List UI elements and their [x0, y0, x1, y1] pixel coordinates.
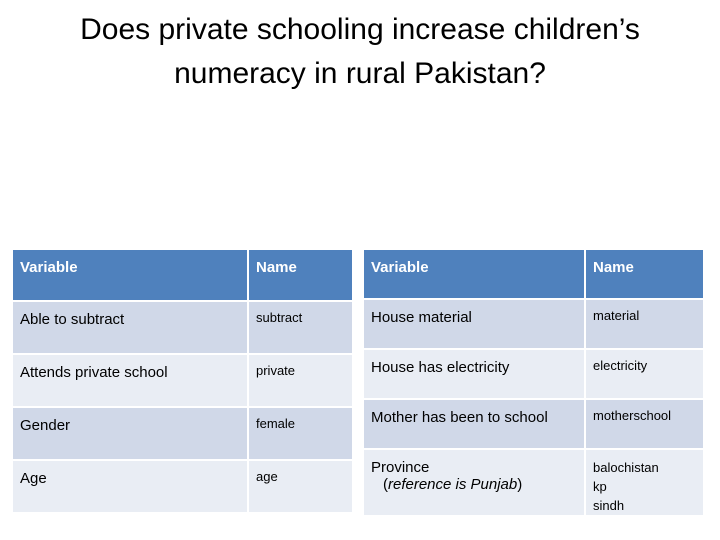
name-cell: age — [248, 460, 352, 514]
name-kp: kp — [593, 479, 607, 494]
variable-cell: Attends private school — [13, 354, 249, 408]
name-cell: electricity — [585, 349, 703, 400]
header-name: Name — [248, 250, 352, 302]
slide-title-line-1: Does private schooling increase children… — [80, 13, 640, 46]
variable-cell: Able to subtract — [13, 301, 249, 355]
name-cell: motherschool — [585, 399, 703, 450]
header-variable: Variable — [364, 250, 586, 300]
header-name: Name — [585, 250, 703, 300]
table-row: Age age — [13, 460, 352, 514]
name-sindh: sindh — [593, 498, 625, 513]
name-balochistan: balochistan — [593, 460, 659, 475]
slide-title: Does private schooling increase children… — [20, 8, 700, 96]
variable-cell: Age — [13, 460, 249, 514]
table-header-row: Variable Name — [13, 250, 352, 302]
name-cell: balochistan kp sindh — [585, 449, 703, 517]
variable-cell: House has electricity — [364, 349, 586, 400]
table-row: Attends private school private — [13, 354, 352, 408]
table-header-row: Variable Name — [364, 250, 703, 300]
name-cell: private — [248, 354, 352, 408]
variable-cell: Gender — [13, 407, 249, 461]
table-row: House material material — [364, 299, 703, 350]
variable-cell: House material — [364, 299, 586, 350]
header-variable: Variable — [13, 250, 249, 302]
variables-table-left: Variable Name Able to subtract subtract … — [13, 250, 352, 514]
table-row: Province (reference is Punjab) balochist… — [364, 449, 703, 517]
variables-table-right: Variable Name House material material Ho… — [364, 250, 703, 517]
variable-cell: Province (reference is Punjab) — [364, 449, 586, 517]
name-cell: subtract — [248, 301, 352, 355]
province-label: Province — [371, 459, 430, 476]
slide-title-line-2: numeracy in rural Pakistan? — [174, 57, 546, 90]
table-row: House has electricity electricity — [364, 349, 703, 400]
name-cell: material — [585, 299, 703, 350]
province-reference-note: (reference is Punjab) — [383, 476, 523, 493]
name-cell: female — [248, 407, 352, 461]
table-row: Gender female — [13, 407, 352, 461]
table-row: Mother has been to school motherschool — [364, 399, 703, 450]
table-row: Able to subtract subtract — [13, 301, 352, 355]
reference-text: reference is Punjab — [388, 476, 518, 493]
variable-cell: Mother has been to school — [364, 399, 586, 450]
